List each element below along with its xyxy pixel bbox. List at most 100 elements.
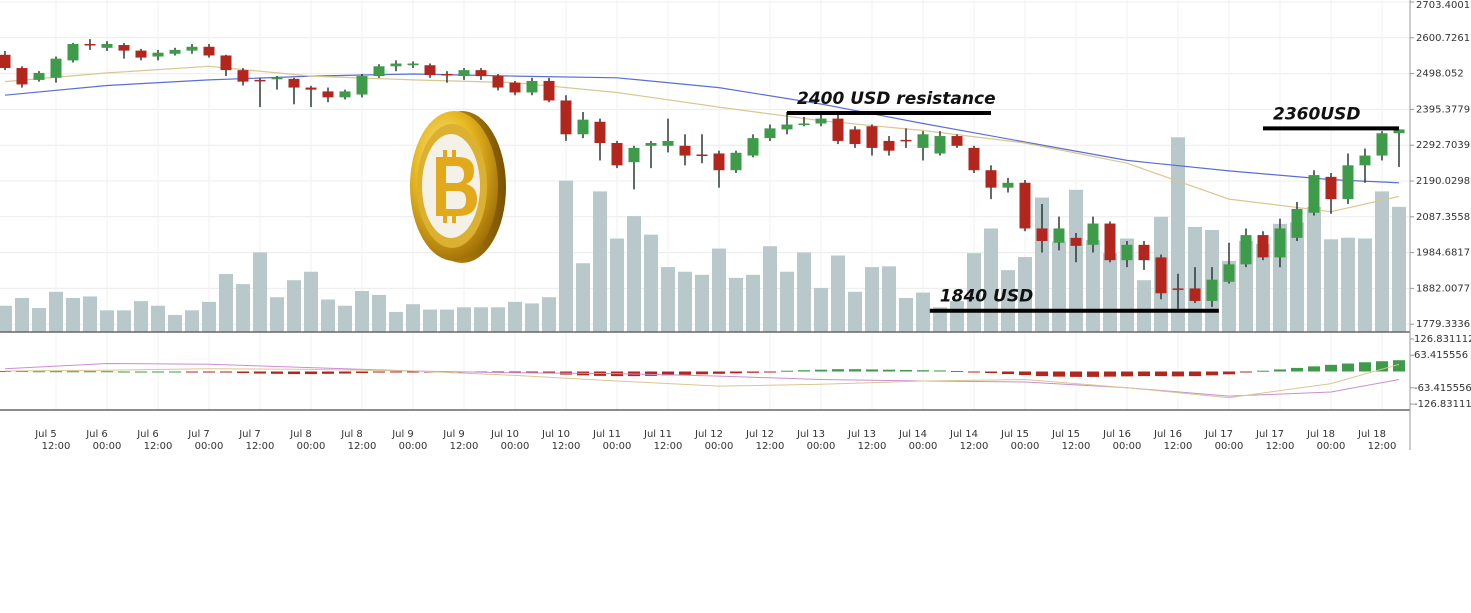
candle-body (645, 143, 657, 146)
candle-body (985, 170, 997, 188)
candle-body (1257, 235, 1269, 258)
x-tick-label: Jul 5 12:00 (34, 429, 70, 452)
volume-bar (1290, 222, 1304, 332)
volume-bar (491, 307, 505, 332)
volume-bar (1001, 270, 1015, 332)
macd-bar (220, 371, 232, 373)
volume-bar (644, 234, 658, 332)
macd-bar (169, 371, 181, 373)
candle-body (1002, 182, 1014, 188)
volume-bar (253, 252, 267, 332)
candle-body (526, 80, 538, 93)
volume-bar (389, 311, 403, 332)
y-tick-label: 1779.3336 (1416, 319, 1470, 330)
moving-average (4, 73, 1400, 184)
x-tick-label: Jul 12 00:00 (694, 429, 733, 452)
macd-bar (1070, 371, 1082, 377)
volume-bar (219, 274, 233, 332)
macd-bar (203, 371, 215, 373)
candle-body (560, 100, 572, 135)
x-tick-label: Jul 7 00:00 (187, 429, 223, 452)
volume-bar (15, 298, 29, 332)
macd-bar (237, 371, 249, 374)
macd-bar (968, 371, 980, 373)
volume-bar (134, 301, 148, 332)
macd-bar (815, 369, 827, 372)
macd-bar (1393, 360, 1405, 372)
volume-bar (899, 298, 913, 332)
x-tick-label: Jul 14 00:00 (898, 429, 937, 452)
volume-bar (814, 287, 828, 332)
candle-body (798, 123, 810, 125)
volume-bar (576, 263, 590, 332)
candle-body (1189, 288, 1201, 301)
candle-body (764, 128, 776, 139)
candle-body (50, 58, 62, 78)
candle-body (237, 70, 249, 82)
volume-bar (236, 284, 250, 332)
macd-bar (900, 369, 912, 372)
x-tick-label: Jul 11 00:00 (592, 429, 631, 452)
macd-bar (747, 371, 759, 373)
candle-body (1155, 257, 1167, 294)
candle-body (135, 50, 147, 58)
candle-body (67, 43, 79, 61)
macd-bar (84, 371, 96, 373)
volume-bar (610, 238, 624, 332)
macd-bar (50, 371, 62, 373)
macd-bar (186, 371, 198, 373)
y-tick-label: 2292.7039 (1416, 140, 1470, 151)
macd-bar (1036, 371, 1048, 377)
candle-body (186, 46, 198, 51)
macd-bar (1087, 371, 1099, 377)
volume-bar (831, 255, 845, 332)
volume-bar (49, 291, 63, 332)
volume-bar (712, 248, 726, 332)
candle-body (16, 68, 28, 85)
candle-body (781, 124, 793, 130)
macd-bar (101, 371, 113, 373)
candle-body (390, 63, 402, 67)
volume-bar (508, 301, 522, 332)
y-tick-label: 2395.3779 (1416, 104, 1470, 115)
candle-body (1053, 228, 1065, 243)
candle-body (84, 43, 96, 46)
candle-body (288, 78, 300, 88)
candle-body (713, 153, 725, 171)
macd-bar (645, 371, 657, 376)
candle-body (203, 46, 215, 56)
volume-bar (1341, 237, 1355, 332)
volume-bar (83, 296, 97, 332)
x-tick-label: Jul 18 12:00 (1357, 429, 1396, 452)
volume-bar (406, 304, 420, 332)
macd-tick-label: -126.831112 (1414, 399, 1471, 410)
macd-bar (1019, 371, 1031, 376)
volume-bar (202, 301, 216, 332)
volume-bar (542, 297, 556, 332)
macd-bar (1138, 371, 1150, 377)
candle-body (1206, 279, 1218, 301)
macd-bar (781, 370, 793, 372)
volume-bar (916, 292, 930, 332)
x-tick-label: Jul 6 00:00 (85, 429, 121, 452)
volume-bar (661, 267, 675, 332)
x-tick-label: Jul 10 00:00 (490, 429, 529, 452)
macd-bar (1325, 364, 1337, 372)
x-tick-label: Jul 16 12:00 (1153, 429, 1192, 452)
macd-bar (696, 371, 708, 375)
x-tick-label: Jul 18 00:00 (1306, 429, 1345, 452)
volume-bar (304, 271, 318, 332)
volume-bar (729, 277, 743, 332)
candle-body (696, 154, 708, 157)
macd-bar (1121, 371, 1133, 377)
macd-tick-label: -63.415556 (1414, 383, 1471, 394)
candle-body (322, 91, 334, 98)
macd-bar (1155, 371, 1167, 377)
macd-bar (1053, 371, 1065, 377)
volume-bar (423, 309, 437, 332)
candle-body (747, 138, 759, 156)
volume-bar (746, 274, 760, 332)
x-tick-label: Jul 9 12:00 (442, 429, 478, 452)
macd-bar (866, 369, 878, 372)
